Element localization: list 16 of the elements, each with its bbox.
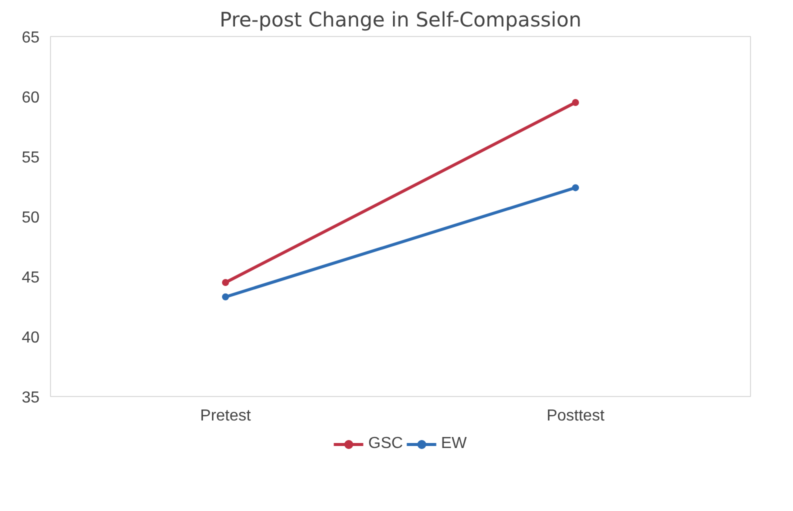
point xyxy=(572,184,579,192)
y-tick-label: 60 xyxy=(22,90,40,106)
y-tick-label: 55 xyxy=(22,150,40,166)
legend-label: GSC xyxy=(368,435,403,453)
y-tick-label: 35 xyxy=(22,390,40,406)
legend-label: EW xyxy=(440,435,467,453)
chart-title: Pre-post Change in Self-Compassion xyxy=(220,8,582,32)
y-tick-label: 50 xyxy=(22,210,40,226)
x-tick-label: Posttest xyxy=(546,408,605,424)
point xyxy=(222,279,229,286)
x-tick-label: Pretest xyxy=(200,408,252,424)
y-tick-label: 45 xyxy=(22,270,40,286)
y-tick-label: 65 xyxy=(22,30,40,46)
point xyxy=(572,99,579,106)
y-tick-label: 40 xyxy=(22,330,40,346)
point xyxy=(222,293,229,300)
